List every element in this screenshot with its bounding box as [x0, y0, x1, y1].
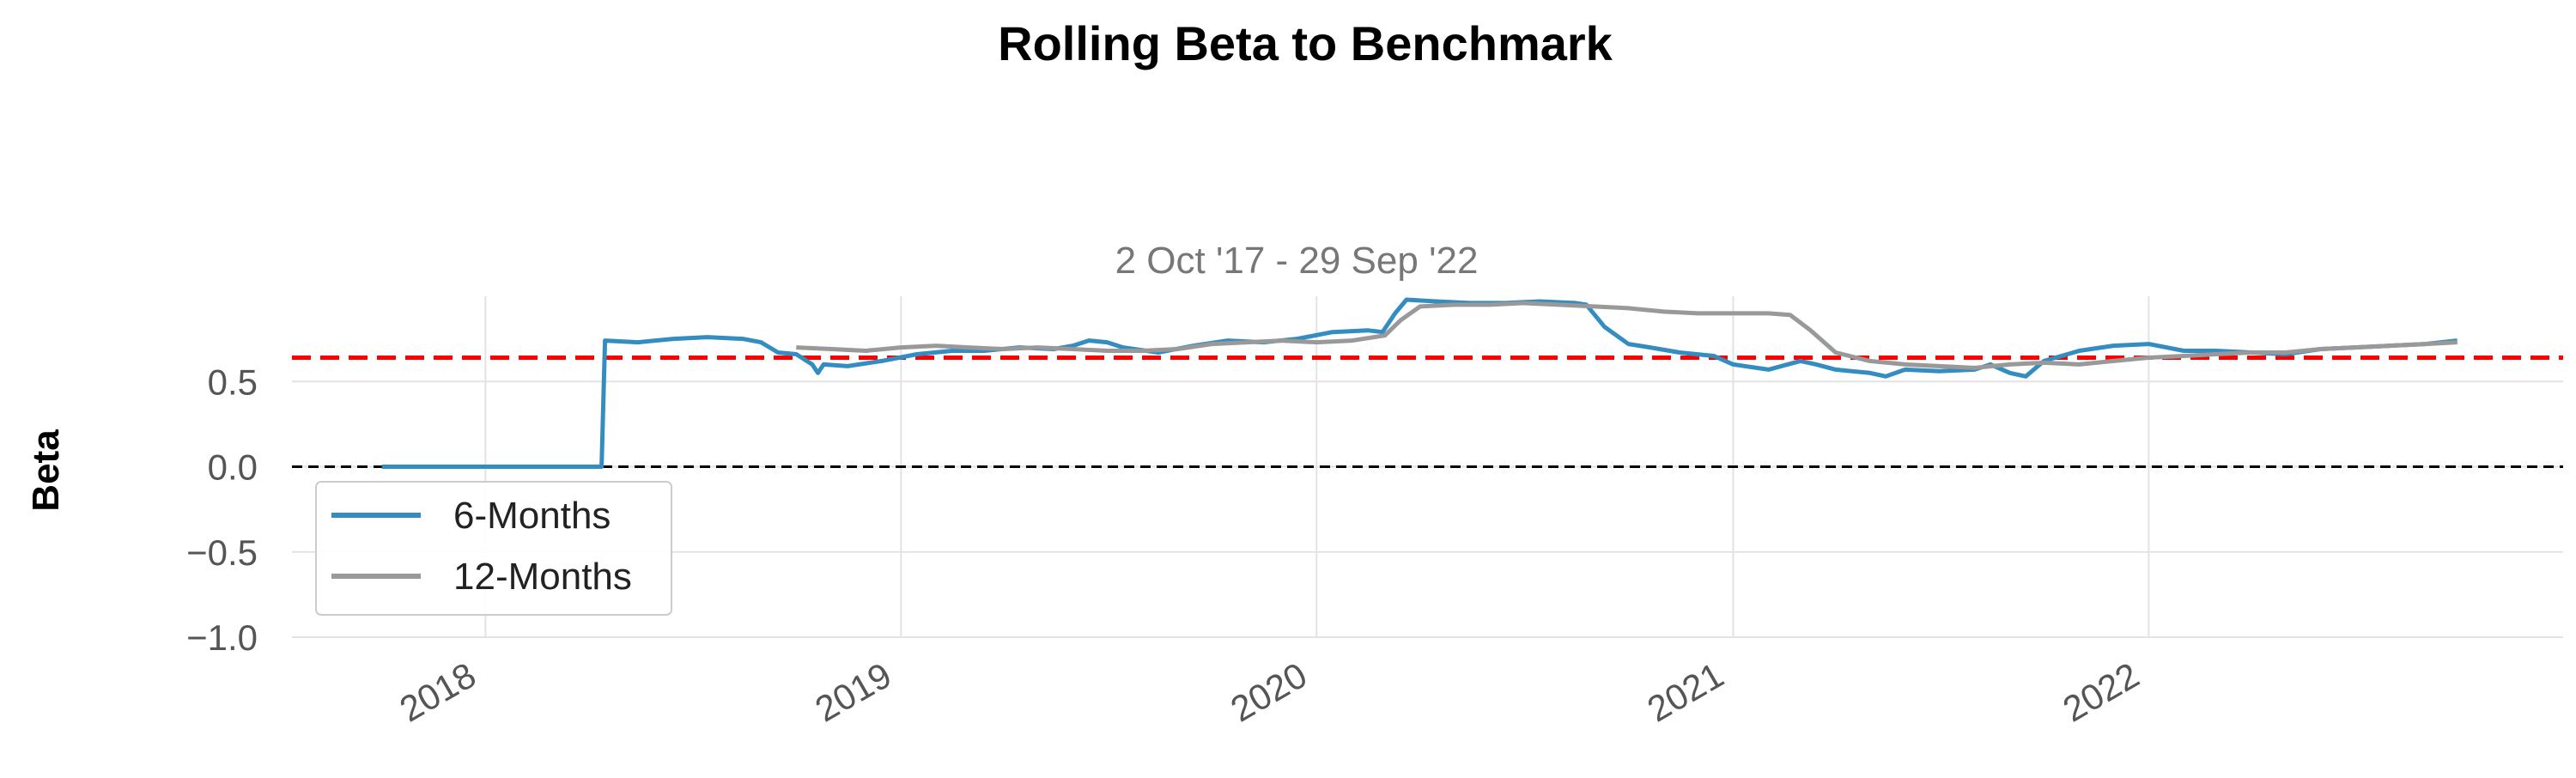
legend: 6-Months 12-Months	[315, 481, 672, 616]
legend-label-6-months: 6-Months	[453, 495, 611, 537]
y-tick-label: 0.5	[208, 362, 258, 402]
y-axis-label: Beta	[25, 429, 67, 512]
x-tick-label: 2021	[1641, 654, 1730, 729]
series-lines	[381, 297, 2458, 469]
x-tick-label: 2018	[392, 654, 482, 729]
reference-lines	[292, 355, 2563, 468]
y-tick-label: −1.0	[186, 617, 258, 658]
x-tick-label: 2022	[2056, 654, 2145, 729]
series-line-12-months	[796, 301, 2458, 370]
chart-subtitle: 2 Oct '17 - 29 Sep '22	[1115, 240, 1479, 282]
y-tick-label: −0.5	[186, 532, 258, 573]
chart-title: Rolling Beta to Benchmark	[998, 16, 1613, 70]
series-line-6-months	[381, 297, 2458, 469]
y-tick-labels: 0.5 0.0 −0.5 −1.0	[186, 362, 258, 658]
legend-label-12-months: 12-Months	[453, 556, 632, 598]
x-tick-label: 2020	[1224, 654, 1313, 729]
x-tick-labels: 2018 2019 2020 2021 2022	[392, 654, 2145, 729]
y-tick-label: 0.0	[208, 447, 258, 488]
x-tick-label: 2019	[808, 654, 897, 729]
